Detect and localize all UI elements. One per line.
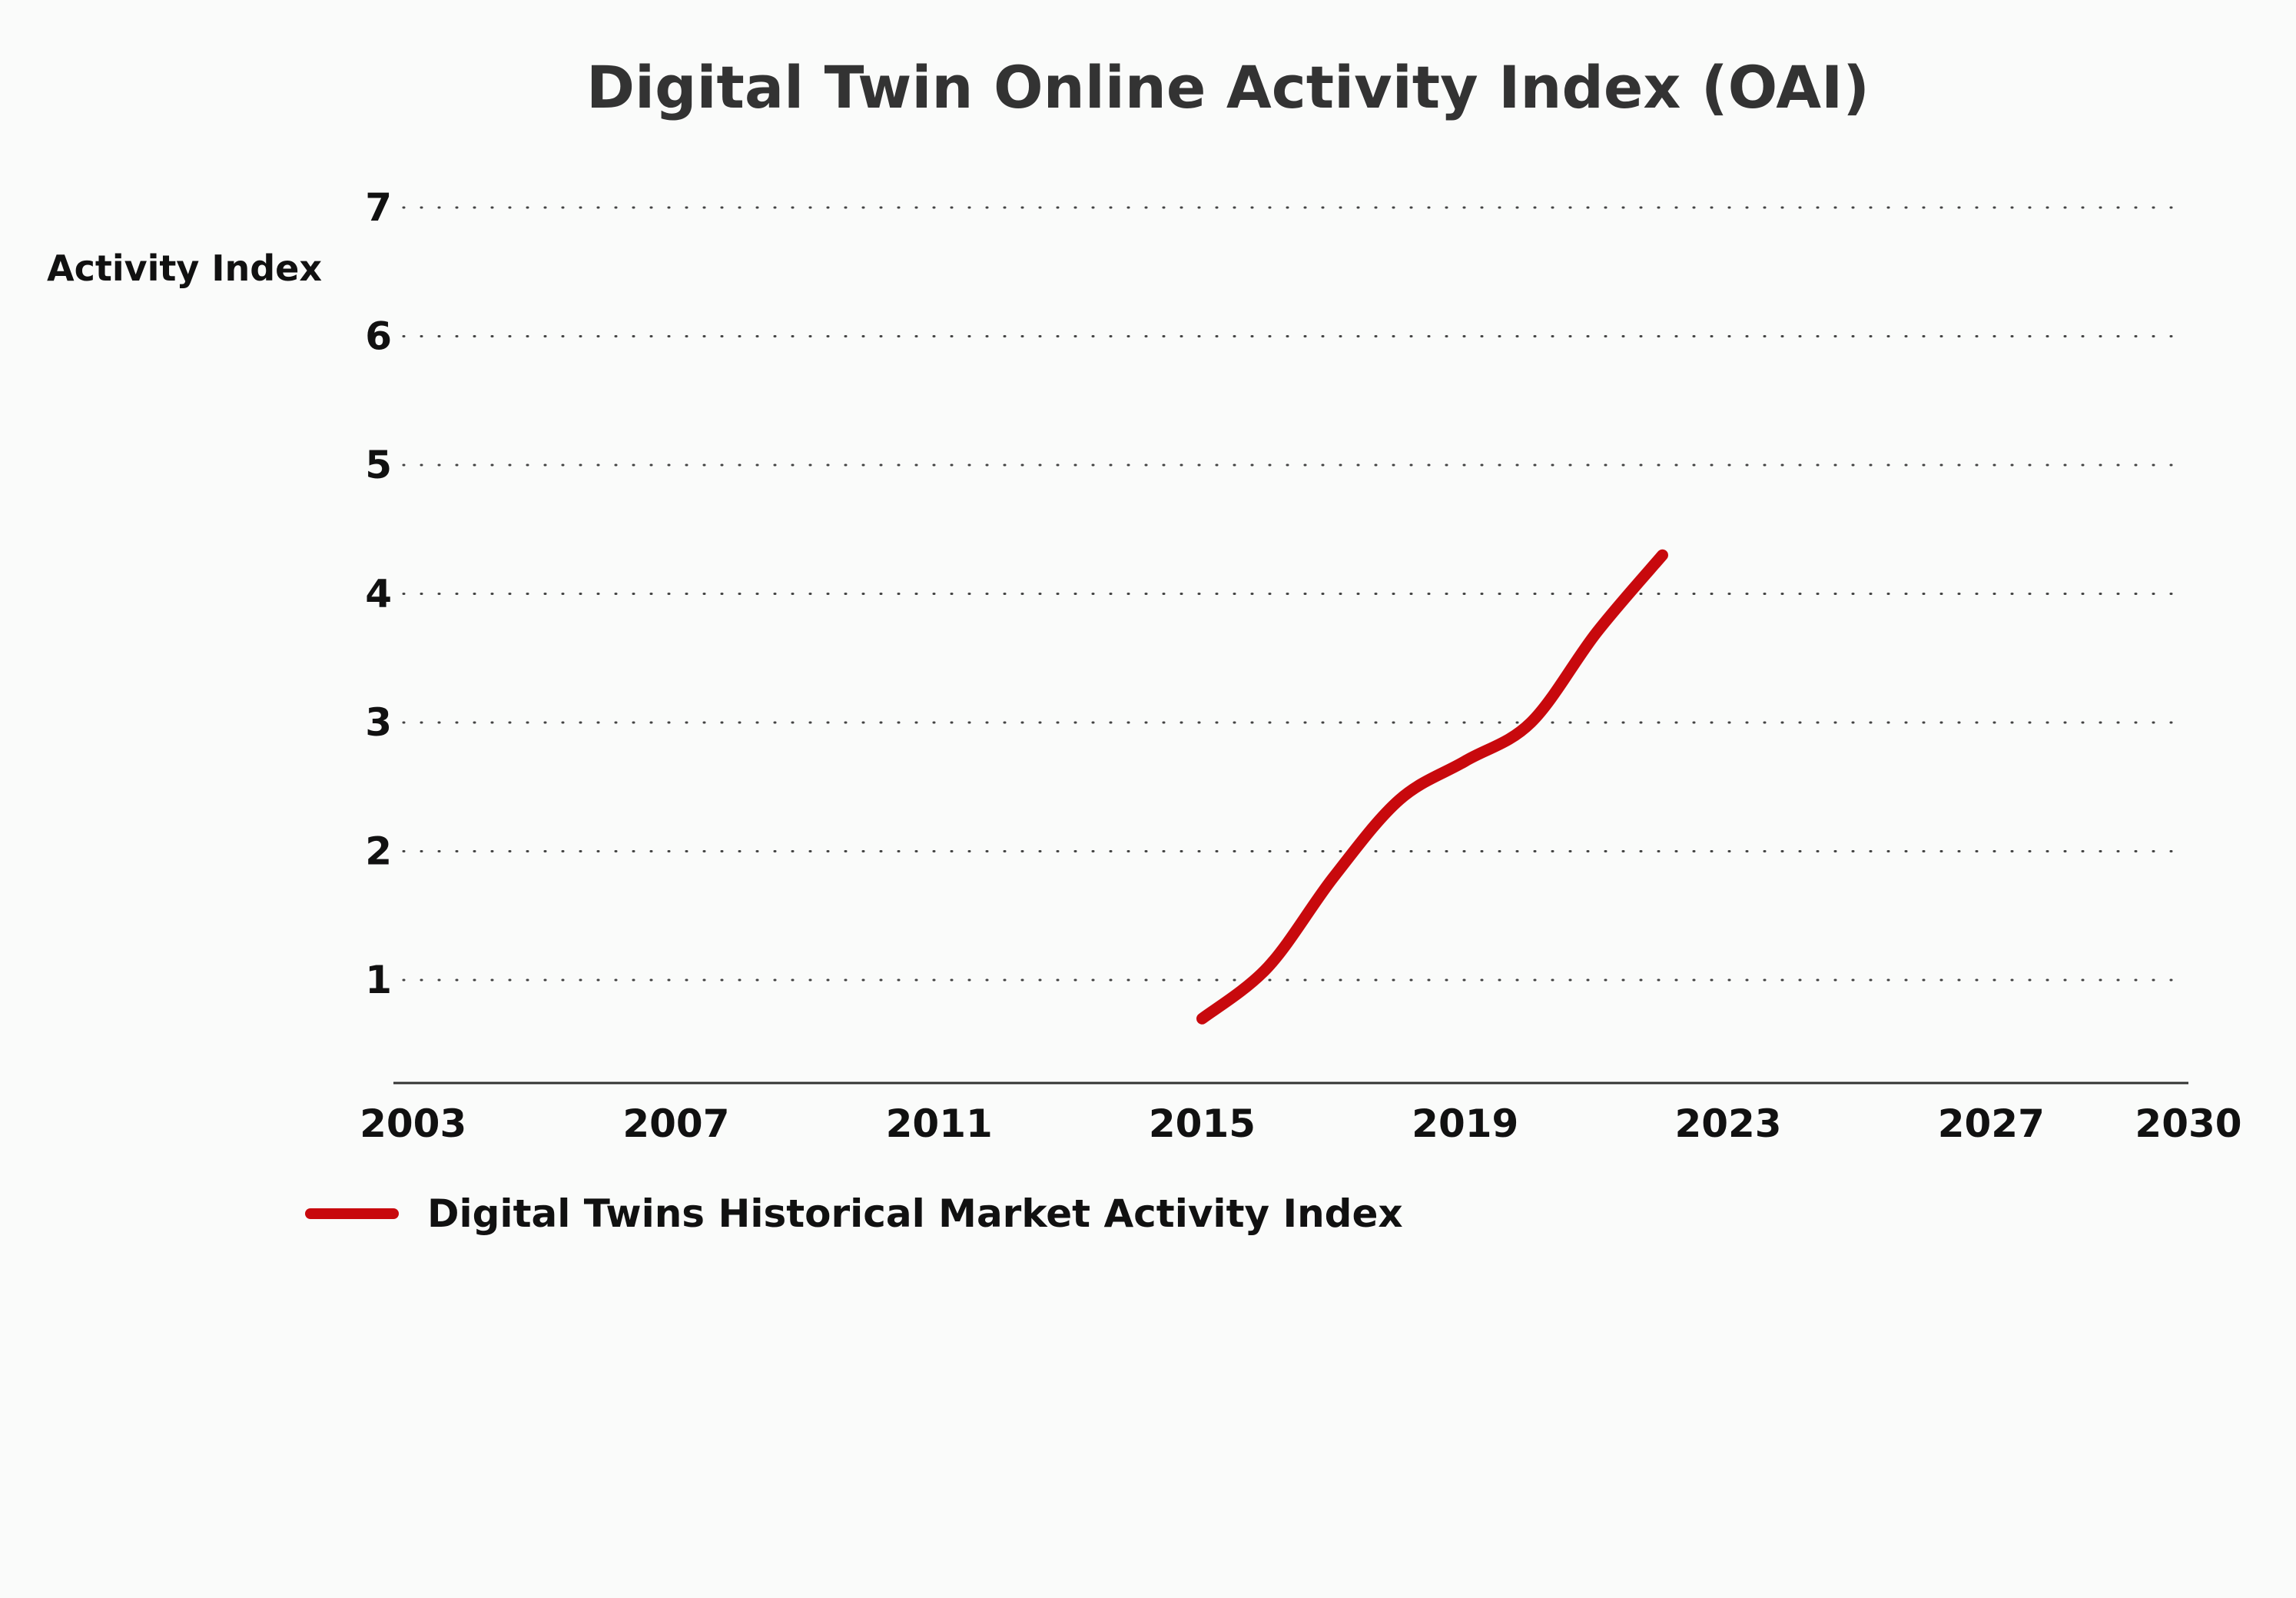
- y-tick-labels: 1 2 3 4 5 6 7: [365, 185, 392, 1002]
- grid-lines: [402, 206, 2190, 982]
- y-tick-label: 5: [365, 443, 392, 487]
- x-tick-label: 2023: [1674, 1101, 1781, 1146]
- x-tick-labels: 2003 2007 2011 2015 2019 2023 2027 2030: [360, 1101, 2242, 1146]
- y-axis-label: Activity Index: [47, 248, 322, 289]
- x-tick-label: 2030: [2135, 1101, 2241, 1146]
- series-lines: [1196, 549, 1668, 1025]
- x-tick-label: 2011: [886, 1101, 993, 1146]
- x-tick-label: 2019: [1412, 1101, 1518, 1146]
- y-tick-label: 6: [365, 314, 392, 359]
- legend: Digital Twins Historical Market Activity…: [305, 1191, 1403, 1236]
- x-tick-label: 2015: [1149, 1101, 1256, 1146]
- x-tick-label: 2007: [622, 1101, 729, 1146]
- y-tick-label: 7: [365, 185, 392, 230]
- y-tick-label: 1: [365, 958, 392, 1002]
- y-tick-label: 2: [365, 829, 392, 874]
- series-line-0: [1196, 549, 1668, 1025]
- chart-title: Digital Twin Online Activity Index (OAI): [586, 53, 1870, 121]
- y-tick-label: 3: [365, 700, 392, 745]
- x-tick-label: 2003: [360, 1101, 466, 1146]
- x-tick-label: 2027: [1938, 1101, 2045, 1146]
- y-tick-label: 4: [365, 572, 392, 616]
- legend-label: Digital Twins Historical Market Activity…: [427, 1191, 1403, 1236]
